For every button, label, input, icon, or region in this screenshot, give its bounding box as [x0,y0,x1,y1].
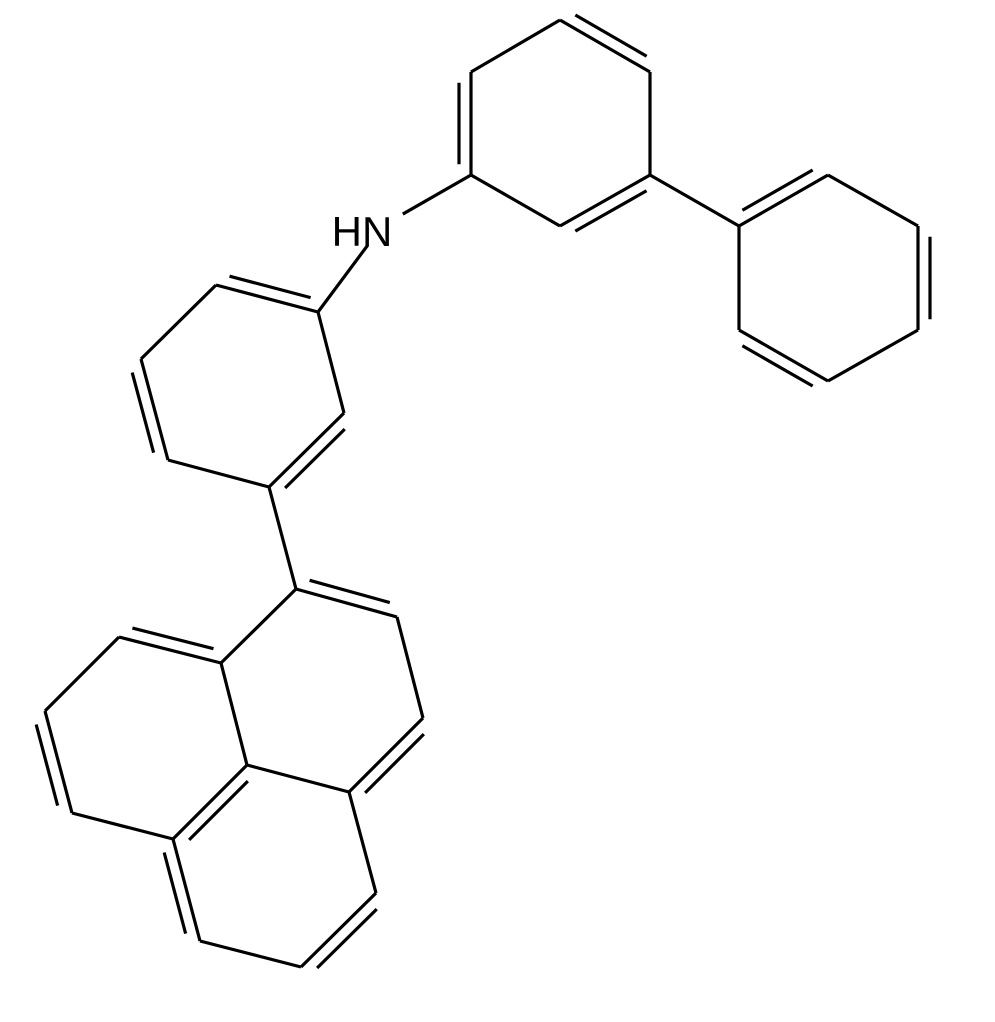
molecule-diagram: HN [0,0,995,1022]
nitrogen-label: HN [332,208,393,255]
bonds-layer [36,15,930,968]
